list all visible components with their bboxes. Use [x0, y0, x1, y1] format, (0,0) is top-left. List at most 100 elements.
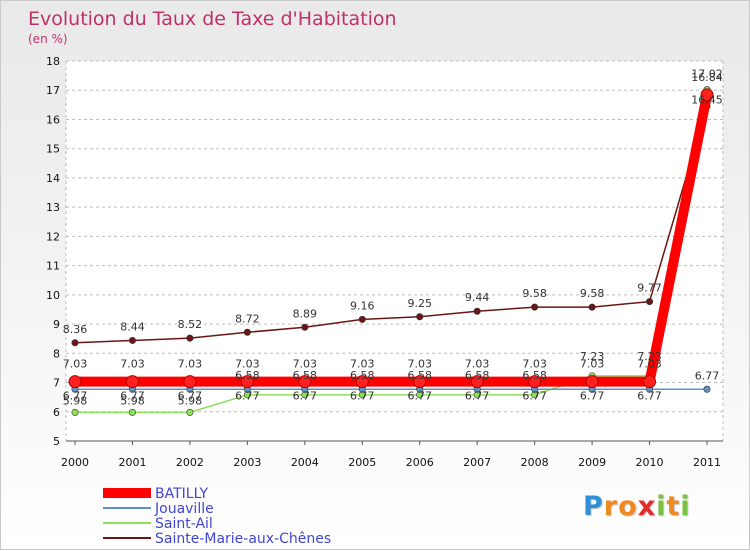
y-tick-label: 5: [53, 435, 60, 448]
data-point: [358, 315, 366, 323]
data-point: [416, 313, 424, 321]
data-label: 9.25: [407, 297, 432, 310]
legend-entry: BATILLY: [155, 486, 209, 502]
data-point: [703, 385, 711, 393]
data-label: 7.03: [178, 358, 203, 371]
proxiti-logo: Proxiti: [583, 491, 691, 522]
x-tick-label: 2000: [61, 456, 89, 469]
y-tick-label: 15: [46, 143, 60, 156]
data-label: 6.58: [235, 369, 260, 382]
data-point: [128, 408, 136, 416]
data-label: 8.52: [178, 318, 203, 331]
data-label: 16.45: [691, 93, 723, 106]
data-label: 16.84: [691, 71, 723, 84]
y-tick-label: 16: [46, 113, 60, 126]
data-label: 6.58: [522, 369, 547, 382]
x-tick-label: 2008: [521, 456, 549, 469]
data-label: 7.03: [293, 358, 318, 371]
data-point: [186, 334, 194, 342]
data-label: 7.23: [637, 350, 662, 363]
data-label: 6.77: [350, 389, 375, 402]
data-point: [470, 375, 484, 389]
data-point: [298, 375, 312, 389]
logo-letter: o: [618, 491, 638, 522]
data-point: [240, 375, 254, 389]
data-label: 7.03: [637, 358, 662, 371]
x-tick-label: 2003: [233, 456, 261, 469]
data-label: 6.77: [235, 389, 260, 402]
data-point: [71, 339, 79, 347]
chart-title: Evolution du Taux de Taxe d'Habitation: [28, 8, 397, 30]
data-label: 6.77: [637, 389, 662, 402]
x-tick-label: 2001: [118, 456, 146, 469]
data-label: 9.58: [580, 287, 605, 300]
x-tick-label: 2002: [176, 456, 204, 469]
data-point: [700, 88, 714, 102]
logo-letter: r: [603, 491, 619, 522]
data-label: 6.77: [522, 389, 547, 402]
data-label: 5.98: [178, 394, 203, 407]
data-label: 9.58: [522, 287, 547, 300]
axis-layer: 5 6 7 8 9 10 11 12 13 14 15 16 17 18 2000 2001 2002 2003 2…: [46, 55, 723, 469]
data-label: 6.77: [120, 389, 145, 402]
y-tick-label: 11: [46, 260, 60, 273]
data-label: 8.36: [63, 323, 88, 336]
data-point: [186, 408, 194, 416]
y-tick-label: 17: [46, 84, 60, 97]
logo-letter: i: [680, 491, 691, 522]
data-label: 7.03: [235, 358, 260, 371]
data-point: [71, 408, 79, 416]
data-point: [646, 298, 654, 306]
data-point: [125, 375, 139, 389]
data-label: 8.44: [120, 320, 145, 333]
series-line-3: [74, 106, 708, 344]
x-tick-label: 2009: [578, 456, 606, 469]
x-tick-label: 2004: [291, 456, 319, 469]
data-label: 7.03: [580, 358, 605, 371]
data-point: [68, 375, 82, 389]
data-label: 5.98: [120, 394, 145, 407]
y-tick-label: 12: [46, 230, 60, 243]
data-label: 7.03: [63, 358, 88, 371]
x-tick-label: 2005: [348, 456, 376, 469]
logo-letter: i: [656, 491, 667, 522]
data-label: 7.03: [407, 358, 432, 371]
data-point: [183, 375, 197, 389]
data-point: [588, 303, 596, 311]
data-label: 6.77: [63, 389, 88, 402]
x-tick-label: 2010: [636, 456, 664, 469]
data-label: 6.77: [293, 389, 318, 402]
x-tick-label: 2007: [463, 456, 491, 469]
data-point: [531, 303, 539, 311]
data-label: 6.77: [407, 389, 432, 402]
data-label: 6.77: [580, 389, 605, 402]
legend-entry: Sainte-Marie-aux-Chênes: [155, 531, 331, 547]
y-tick-label: 7: [53, 377, 60, 390]
data-label: 9.44: [465, 291, 490, 304]
data-point: [128, 336, 136, 344]
series-line-0: [75, 93, 712, 387]
logo-letter: P: [583, 491, 604, 522]
data-label: 7.03: [465, 358, 490, 371]
data-point: [528, 375, 542, 389]
data-point: [643, 375, 657, 389]
data-point: [355, 375, 369, 389]
y-tick-label: 9: [53, 318, 60, 331]
data-point: [585, 375, 599, 389]
data-label: 6.77: [465, 389, 490, 402]
y-tick-label: 13: [46, 201, 60, 214]
data-label: 5.98: [63, 394, 88, 407]
data-label: 7.03: [120, 358, 145, 371]
data-label: 7.03: [522, 358, 547, 371]
y-tick-label: 8: [53, 347, 60, 360]
data-label: 6.58: [407, 369, 432, 382]
data-label-layer: 7.03 7.03 7.03 7.03 7.03 7.03 7.03 7.03 7.03 7.03…: [63, 68, 723, 408]
data-label: 9.16: [350, 299, 375, 312]
data-label: 8.72: [235, 312, 260, 325]
x-tick-label: 2006: [406, 456, 434, 469]
chart-subtitle: (en %): [28, 32, 68, 46]
data-label: 7.03: [350, 358, 375, 371]
data-label: 9.77: [637, 282, 662, 295]
